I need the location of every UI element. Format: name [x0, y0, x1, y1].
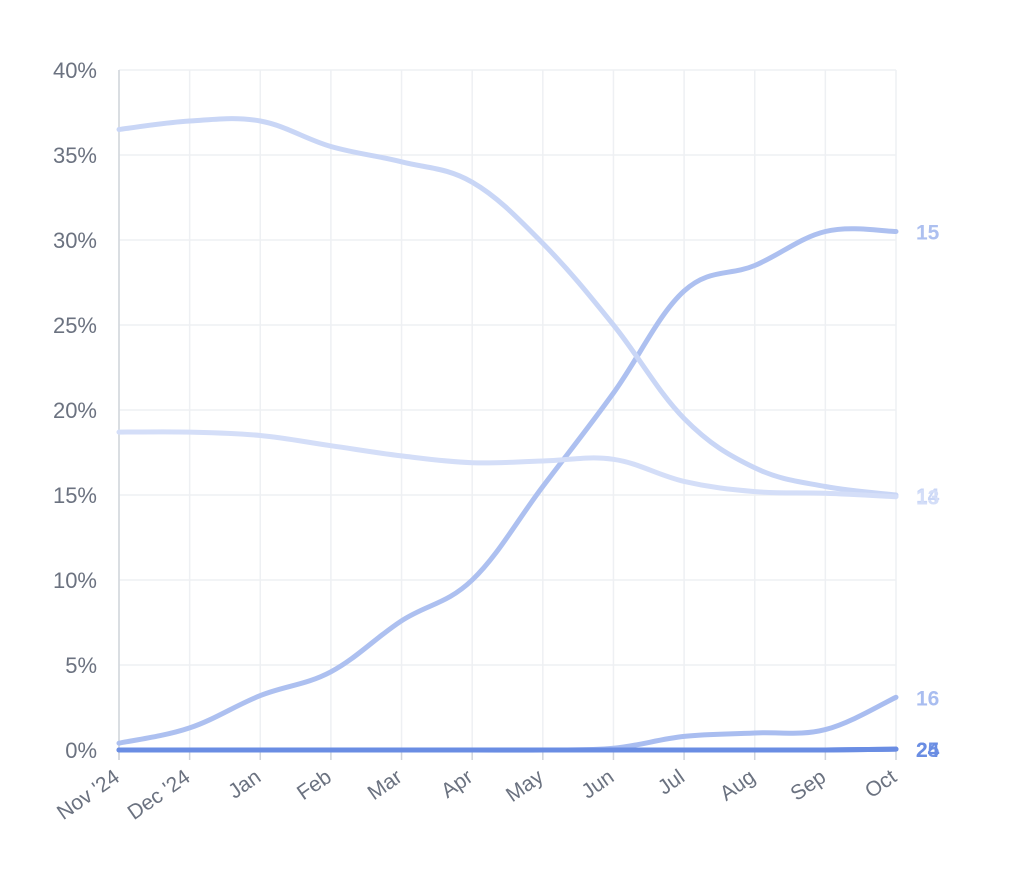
x-tick-label: Nov '24	[53, 765, 124, 824]
x-tick-label: Jun	[577, 765, 618, 803]
x-tick-label: Mar	[364, 765, 407, 805]
x-tick-label: Aug	[716, 765, 760, 805]
series-line-15	[116, 226, 899, 746]
grid	[118, 69, 897, 751]
series-end-label-24: 24	[916, 739, 940, 762]
series-end-label-13: 13	[916, 487, 939, 510]
x-tick-label: Sep	[786, 765, 830, 805]
x-tick-label: Jul	[654, 765, 689, 799]
x-tick-label: Oct	[861, 765, 901, 803]
y-tick-label: 15%	[53, 483, 97, 508]
x-tick-label: Dec '24	[124, 765, 195, 824]
y-tick-label: 40%	[53, 58, 97, 83]
series-end-label-14: 14	[916, 485, 940, 508]
series-end-label-15: 15	[916, 222, 940, 245]
series-lines	[116, 116, 899, 753]
series-line-13	[116, 429, 899, 500]
y-tick-label: 25%	[53, 313, 97, 338]
series-end-label-16: 16	[916, 687, 939, 710]
y-tick-label: 5%	[65, 653, 97, 678]
x-tick-label: Feb	[293, 765, 336, 805]
x-tick-label: Jan	[224, 765, 265, 803]
y-tick-label: 20%	[53, 398, 97, 423]
axes: 0% 5% 10% 15% 20% 25% 30% 35% 40% Nov '24 Dec '24 J…	[53, 58, 901, 825]
x-tick-label: May	[502, 765, 548, 807]
series-end-label-25: 25	[916, 739, 940, 762]
y-tick-label: 0%	[65, 738, 97, 763]
y-tick-label: 10%	[53, 568, 97, 593]
series-line-24	[116, 746, 899, 753]
series-line-14	[116, 116, 899, 498]
x-tick-label: Apr	[437, 765, 477, 803]
y-tick-label: 35%	[53, 143, 97, 168]
y-tick-label: 30%	[53, 228, 97, 253]
